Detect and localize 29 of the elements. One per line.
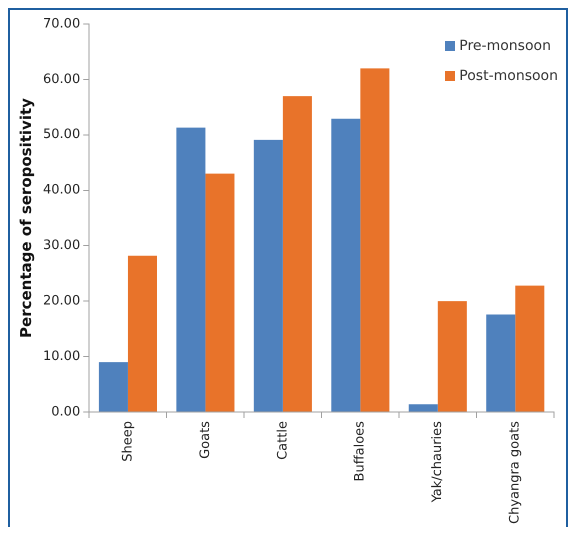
x-tick-label: Sheep <box>120 421 136 462</box>
y-tick-label: 30.00 <box>43 238 80 254</box>
y-tick-label: 70.00 <box>43 16 80 32</box>
bar <box>128 256 157 412</box>
x-tick-label: Buffaloes <box>352 420 368 482</box>
y-tick-label: 10.00 <box>43 348 80 364</box>
bar <box>360 68 390 412</box>
bar <box>98 362 128 412</box>
y-tick-label: 20.00 <box>43 294 80 309</box>
legend-label: Post-monsoon <box>459 68 558 84</box>
y-axis-title: Percentage of seropositivity <box>16 98 35 338</box>
bar <box>176 128 206 412</box>
bar <box>515 286 544 412</box>
x-tick-label: Yak/chauries <box>430 420 446 504</box>
x-tick-label: Goats <box>198 420 213 459</box>
bar <box>254 140 283 412</box>
y-tick-label: 0.00 <box>51 404 80 420</box>
x-tick-label: Cattle <box>275 421 290 460</box>
bar <box>282 96 312 412</box>
y-tick-label: 60.00 <box>43 72 80 87</box>
y-tick-label: 40.00 <box>43 182 80 198</box>
y-tick-label: 50.00 <box>43 127 80 142</box>
bar <box>438 301 467 412</box>
bar <box>331 118 360 412</box>
legend-label: Pre-monsoon <box>459 38 551 54</box>
x-tick-label: Chyangra goats <box>508 420 523 524</box>
bar <box>205 174 234 412</box>
bar <box>486 314 516 412</box>
bar <box>408 404 438 412</box>
